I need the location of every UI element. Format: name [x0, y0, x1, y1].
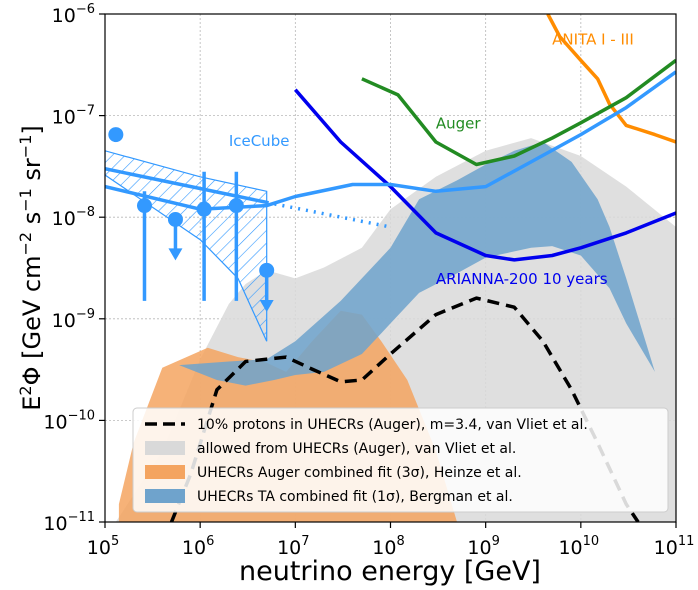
y-axis-label: E2Φ [GeV cm−2 s−1 sr−1]	[16, 125, 46, 411]
icecube-data-point	[108, 127, 124, 143]
series-line-5	[266, 200, 391, 229]
icecube-data-point	[259, 262, 275, 278]
legend-swatch	[145, 441, 185, 455]
legend-swatch	[145, 489, 185, 503]
y-tick-label: 10−7	[52, 104, 95, 129]
icecube-data-points	[108, 127, 275, 312]
icecube-data-point	[228, 198, 244, 214]
icecube-data-point	[167, 211, 183, 227]
x-tick-label: 109	[467, 534, 499, 559]
icecube-upper-limit-arrow	[168, 248, 183, 261]
annotation-label: ARIANNA-200 10 years	[436, 270, 608, 288]
y-tick-label: 10−6	[52, 2, 95, 27]
x-tick-label: 1011	[654, 534, 695, 559]
y-tick-label: 10−8	[52, 205, 95, 230]
annotation-label: Auger	[436, 114, 482, 132]
x-axis-label: neutrino energy [GeV]	[239, 556, 541, 587]
axis-ticks: 105 106 107 108 109 1010 1011 10−11 10−10 10−9 10−…	[43, 2, 694, 559]
y-tick-label: 10−11	[43, 510, 95, 535]
legend-label: allowed from UHECRs (Auger), van Vliet e…	[197, 441, 516, 457]
x-tick-label: 1010	[558, 534, 599, 559]
series-line-0	[546, 14, 676, 144]
legend: 10% protons in UHECRs (Auger), m=3.4, va…	[132, 407, 669, 513]
series-line-4	[105, 166, 268, 205]
series-line-1	[361, 58, 676, 167]
curve-annotations: ANITA I - III Auger IceCube ARIANNA-200 10 …	[229, 31, 634, 288]
flux-curves	[105, 14, 676, 522]
icecube-data-point	[196, 201, 212, 217]
annotation-label: IceCube	[229, 132, 290, 150]
icecube-data-point	[136, 198, 152, 214]
legend-label: 10% protons in UHECRs (Auger), m=3.4, va…	[197, 417, 588, 433]
x-tick-label: 106	[182, 534, 214, 559]
band-2	[179, 142, 655, 386]
x-tick-label: 107	[277, 534, 309, 559]
legend-box	[132, 407, 669, 513]
x-tick-label: 108	[372, 534, 404, 559]
legend-swatch	[145, 465, 185, 479]
y-tick-label: 10−9	[52, 307, 95, 332]
icecube-upper-limit-arrow	[259, 299, 274, 312]
series-line-2	[293, 88, 676, 262]
y-tick-label: 10−10	[43, 408, 95, 433]
annotation-label: ANITA I - III	[552, 31, 634, 49]
series-line-3	[105, 70, 676, 211]
x-tick-label: 105	[87, 534, 119, 559]
legend-label: UHECRs Auger combined fit (3σ), Heinze e…	[197, 465, 522, 481]
legend-label: UHECRs TA combined fit (1σ), Bergman et …	[197, 489, 513, 505]
